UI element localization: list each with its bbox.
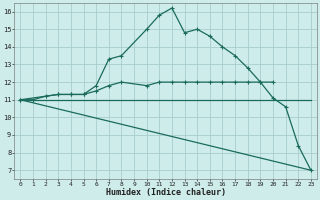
X-axis label: Humidex (Indice chaleur): Humidex (Indice chaleur) xyxy=(106,188,226,197)
